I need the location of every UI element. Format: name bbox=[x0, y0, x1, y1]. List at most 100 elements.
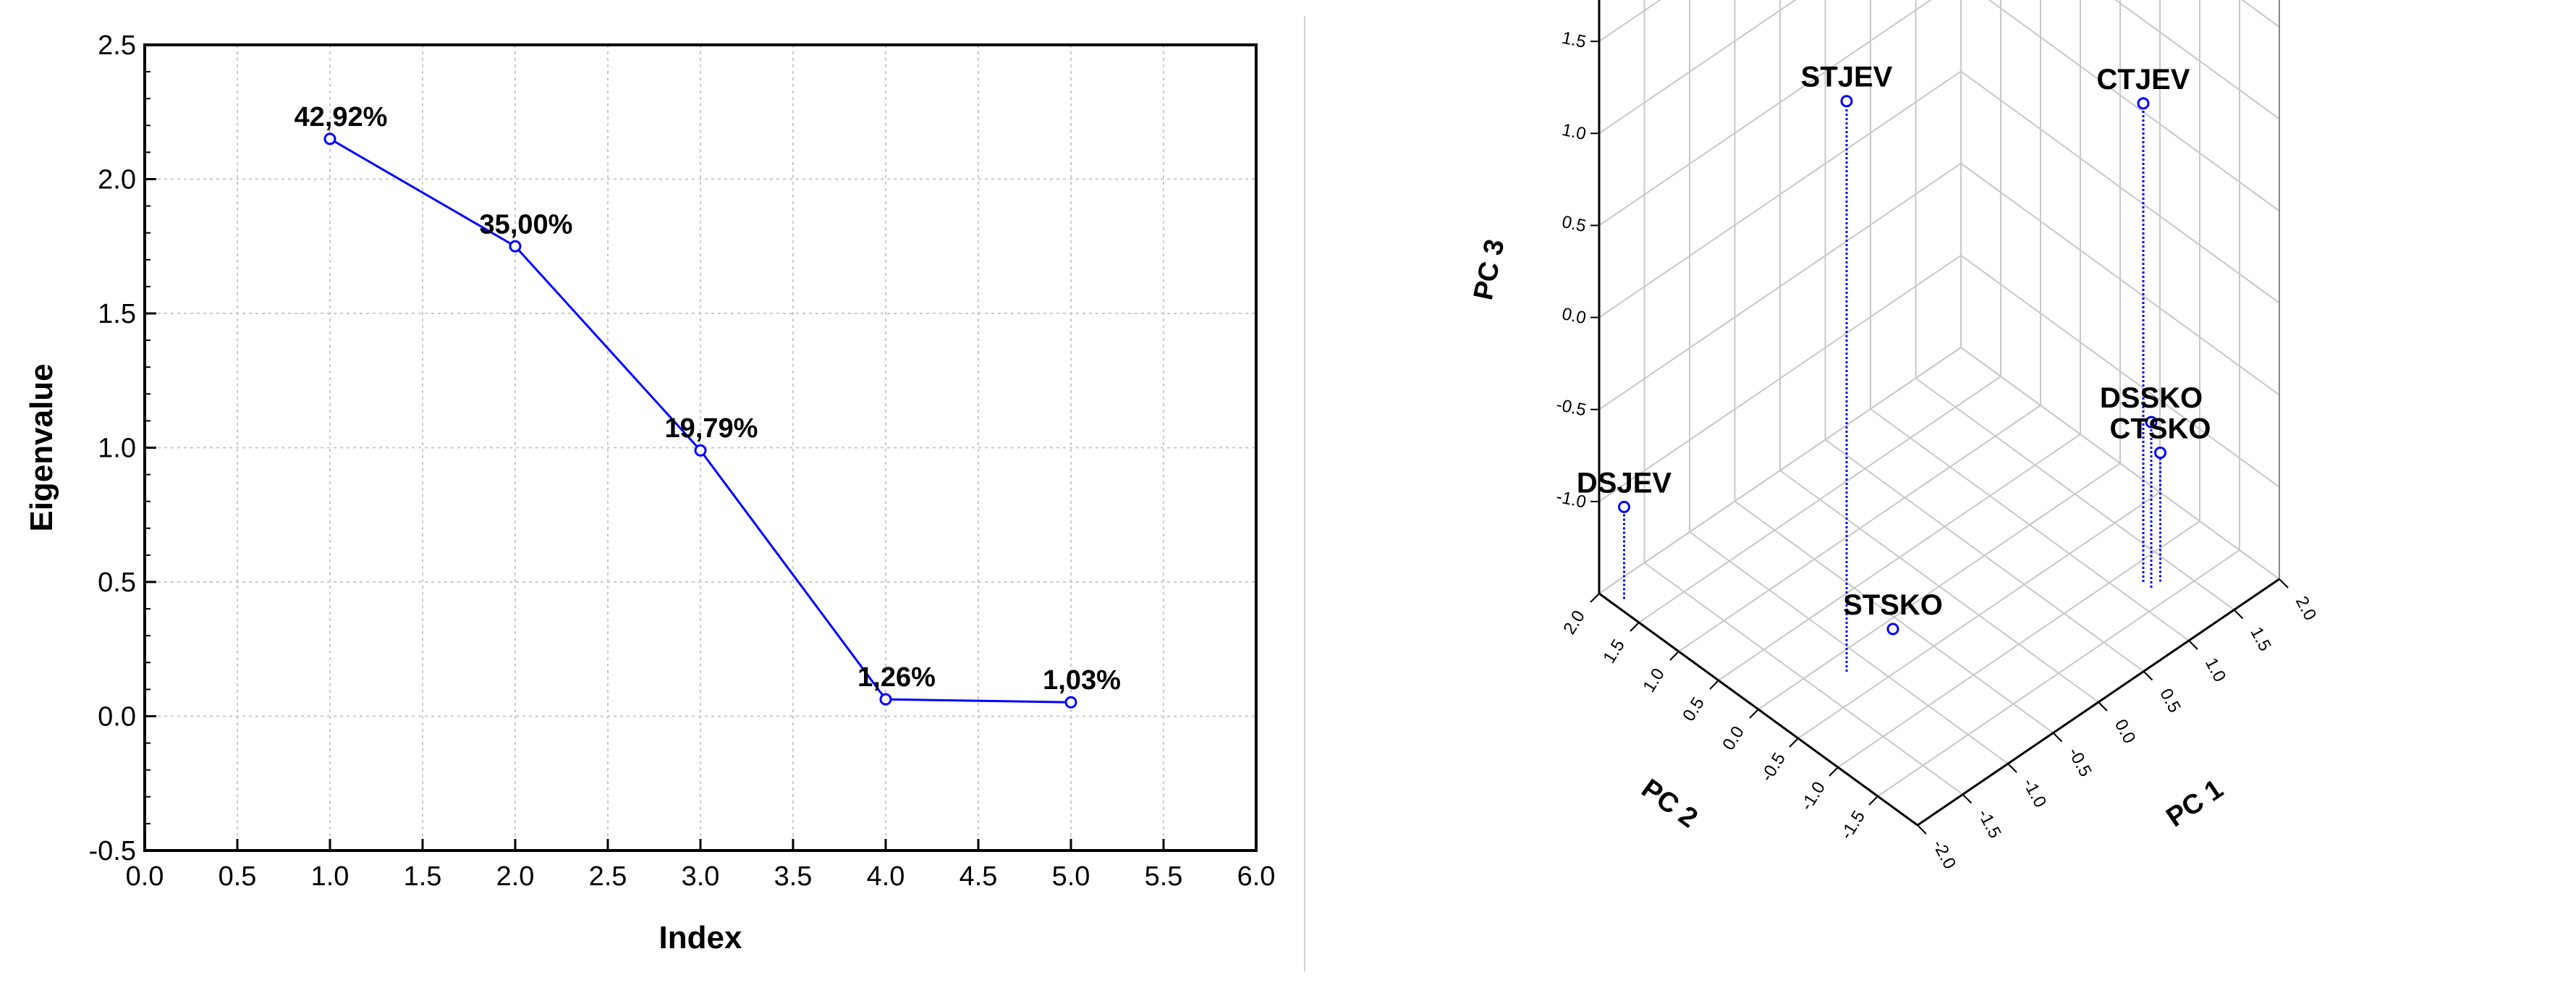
pc2-tick-mark bbox=[1590, 593, 1600, 603]
pc2-tick-label: 2.0 bbox=[1559, 607, 1589, 638]
pc3-tick-label: -0.5 bbox=[1554, 395, 1588, 421]
y-tick-label: 0.5 bbox=[98, 567, 136, 598]
pc2-tick-label: 1.0 bbox=[1639, 665, 1669, 696]
wall-gridline bbox=[1598, 162, 1962, 410]
pc3-tick-label: 0.0 bbox=[1560, 304, 1588, 328]
pc2-tick-label: 0.0 bbox=[1719, 723, 1748, 754]
pc3-tick-label: 0.5 bbox=[1560, 212, 1588, 236]
pc1-tick-mark bbox=[1917, 824, 1927, 835]
wall-gridline bbox=[1988, 0, 2280, 212]
pc2-axis-label: PC 2 bbox=[1636, 773, 1703, 834]
data-point bbox=[1840, 95, 1853, 108]
pc2-tick-mark bbox=[1829, 767, 1839, 777]
point-label: STJEV bbox=[1801, 62, 1893, 93]
pc3-tick-label: 1.0 bbox=[1560, 120, 1588, 144]
wall-gridline bbox=[1598, 255, 1962, 502]
pc1-tick-mark bbox=[2233, 609, 2244, 620]
data-label: 35,00% bbox=[480, 209, 573, 240]
pc1-tick-mark bbox=[2143, 670, 2153, 681]
wall-gridline bbox=[1960, 162, 2280, 396]
data-point bbox=[694, 444, 707, 457]
pc1-tick-mark bbox=[2007, 763, 2017, 773]
pc2-tick-label: 1.5 bbox=[1599, 636, 1629, 667]
data-point bbox=[1886, 622, 1899, 636]
y-tick-label: -0.5 bbox=[89, 836, 136, 866]
data-point bbox=[509, 240, 522, 253]
x-tick-label: 3.0 bbox=[682, 861, 720, 892]
pc2-tick-label: -0.5 bbox=[1757, 749, 1789, 785]
x-tick-label: 1.0 bbox=[311, 861, 349, 892]
floor-gridline bbox=[1837, 520, 2200, 768]
x-tick-label: 5.0 bbox=[1052, 861, 1090, 892]
data-label: 1,03% bbox=[1043, 665, 1121, 696]
data-point bbox=[2154, 447, 2166, 459]
pc1-axis-label: PC 1 bbox=[2161, 774, 2229, 833]
pc1-tick-label: -1.5 bbox=[1973, 806, 2004, 841]
wall-gridline bbox=[1598, 0, 1932, 227]
pc1-tick-label: -0.5 bbox=[2064, 744, 2095, 780]
wall-gridline bbox=[1598, 347, 1962, 594]
scree-ticks: 0.0 0.5 1.0 1.5 2.0 2.5 3.0 3.5 4.0 4.5 5.0 5.5 6.0 -… bbox=[89, 30, 1276, 892]
x-tick-label: 2.0 bbox=[496, 861, 535, 892]
x-tick-label: 4.0 bbox=[867, 861, 905, 892]
pc3-tick-label: 1.5 bbox=[1560, 28, 1588, 52]
pc2-tick-label: 0.5 bbox=[1679, 694, 1708, 725]
data-label: 19,79% bbox=[665, 413, 758, 444]
floor-gridline bbox=[1758, 463, 2121, 710]
wall-gridline bbox=[1960, 255, 2280, 488]
floor-gridline bbox=[1797, 491, 2161, 739]
x-tick-label: 5.5 bbox=[1145, 861, 1183, 892]
y-axis-label: Eigenvalue bbox=[24, 363, 59, 531]
x-tick-label: 0.5 bbox=[219, 861, 257, 892]
x-tick-label: 3.5 bbox=[774, 861, 813, 892]
pca-3d-scatter: -2.0-1.5-1.0-0.50.00.51.01.52.02.01.51.0… bbox=[1468, 0, 2321, 872]
pc1-tick-mark bbox=[2052, 732, 2063, 743]
wall-gridline bbox=[2114, 0, 2280, 120]
pc1-tick-label: 0.0 bbox=[2111, 716, 2140, 746]
scree-plot: 0.0 0.5 1.0 1.5 2.0 2.5 3.0 3.5 4.0 4.5 5.0 5.5 6.0 -… bbox=[24, 30, 1276, 955]
y-tick-label: 1.0 bbox=[98, 434, 136, 464]
scree-plot-panel: 0.0 0.5 1.0 1.5 2.0 2.5 3.0 3.5 4.0 4.5 5.0 5.5 6.0 -… bbox=[0, 0, 1284, 992]
wall-gridline bbox=[1960, 70, 2280, 304]
wall-gridline bbox=[1960, 347, 2280, 580]
wall-gridline bbox=[1598, 0, 1661, 42]
point-label: DSJEV bbox=[1577, 467, 1672, 499]
pc2-tick-mark bbox=[1749, 709, 1759, 719]
x-tick-label: 0.0 bbox=[126, 861, 164, 892]
floor-gridline bbox=[1678, 405, 2041, 652]
floor-gridline bbox=[1877, 549, 2240, 797]
pc2-tick-mark bbox=[1630, 622, 1640, 632]
pca-3d-panel: -2.0 -1.5 -1.0 -0.5 0.0 0.5 1.0 1.5 2.0 2.0 1.5 1.0… bbox=[1310, 0, 2576, 992]
x-tick-label: 1.5 bbox=[404, 861, 442, 892]
floor-gridline bbox=[1638, 376, 2001, 623]
pc1-tick-label: 1.0 bbox=[2201, 654, 2230, 685]
point-label: CTSKO bbox=[2110, 413, 2211, 445]
pc1-tick-mark bbox=[1962, 793, 1973, 804]
data-point bbox=[323, 132, 336, 145]
pc2-tick-mark bbox=[1709, 680, 1719, 690]
pc1-tick-label: 1.5 bbox=[2246, 624, 2275, 654]
x-tick-label: 6.0 bbox=[1237, 861, 1276, 892]
wall-gridline bbox=[1598, 70, 1962, 318]
pc1-tick-mark bbox=[2279, 578, 2289, 588]
point-label: STSKO bbox=[1843, 589, 1943, 621]
pc2-tick-mark bbox=[1669, 651, 1679, 661]
pc1-tick-mark bbox=[2188, 640, 2198, 650]
x-tick-label: 4.5 bbox=[959, 861, 998, 892]
point-label: CTJEV bbox=[2097, 64, 2190, 96]
panel-separator bbox=[1304, 16, 1305, 971]
pc1-tick-label: -1.0 bbox=[2019, 775, 2050, 811]
pc3-axis-label: PC 3 bbox=[1468, 237, 1511, 303]
pc2-tick-label: -1.0 bbox=[1797, 778, 1829, 814]
point-label: DSSKO bbox=[2100, 382, 2203, 414]
x-axis-label: Index bbox=[659, 920, 742, 955]
y-tick-label: 2.5 bbox=[98, 30, 136, 61]
data-point bbox=[879, 693, 892, 706]
pc1-tick-label: 2.0 bbox=[2292, 593, 2321, 623]
pc1-tick-mark bbox=[2098, 701, 2108, 712]
scree-grid bbox=[145, 45, 1256, 851]
floor-gridline bbox=[1718, 434, 2081, 681]
data-label: 42,92% bbox=[295, 102, 388, 132]
data-label: 1,26% bbox=[857, 662, 936, 693]
